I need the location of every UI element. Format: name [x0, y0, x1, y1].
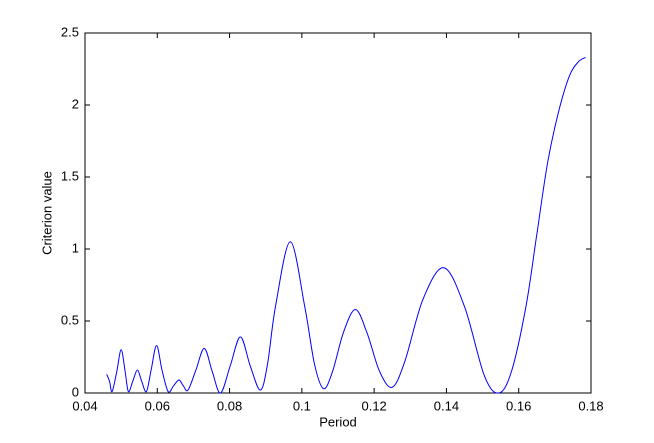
x-tick-label: 0.14 — [434, 398, 459, 413]
x-axis-label: Period — [319, 414, 357, 429]
y-tick-label: 1.5 — [61, 168, 79, 183]
y-tick-label: 1 — [72, 240, 79, 255]
y-axis-label: Criterion value — [39, 171, 54, 255]
y-tick-label: 0.5 — [61, 312, 79, 327]
x-tick-label: 0.12 — [361, 398, 386, 413]
x-tick-label: 0.1 — [293, 398, 311, 413]
x-tick-label: 0.16 — [506, 398, 531, 413]
y-tick-label: 2.5 — [61, 24, 79, 39]
x-tick-label: 0.08 — [217, 398, 242, 413]
y-tick-label: 0 — [72, 384, 79, 399]
line-series — [106, 57, 586, 394]
y-tick-label: 2 — [72, 96, 79, 111]
x-tick-label: 0.18 — [578, 398, 603, 413]
x-tick-label: 0.04 — [72, 398, 97, 413]
x-tick-label: 0.06 — [145, 398, 170, 413]
plot-area — [84, 32, 592, 394]
